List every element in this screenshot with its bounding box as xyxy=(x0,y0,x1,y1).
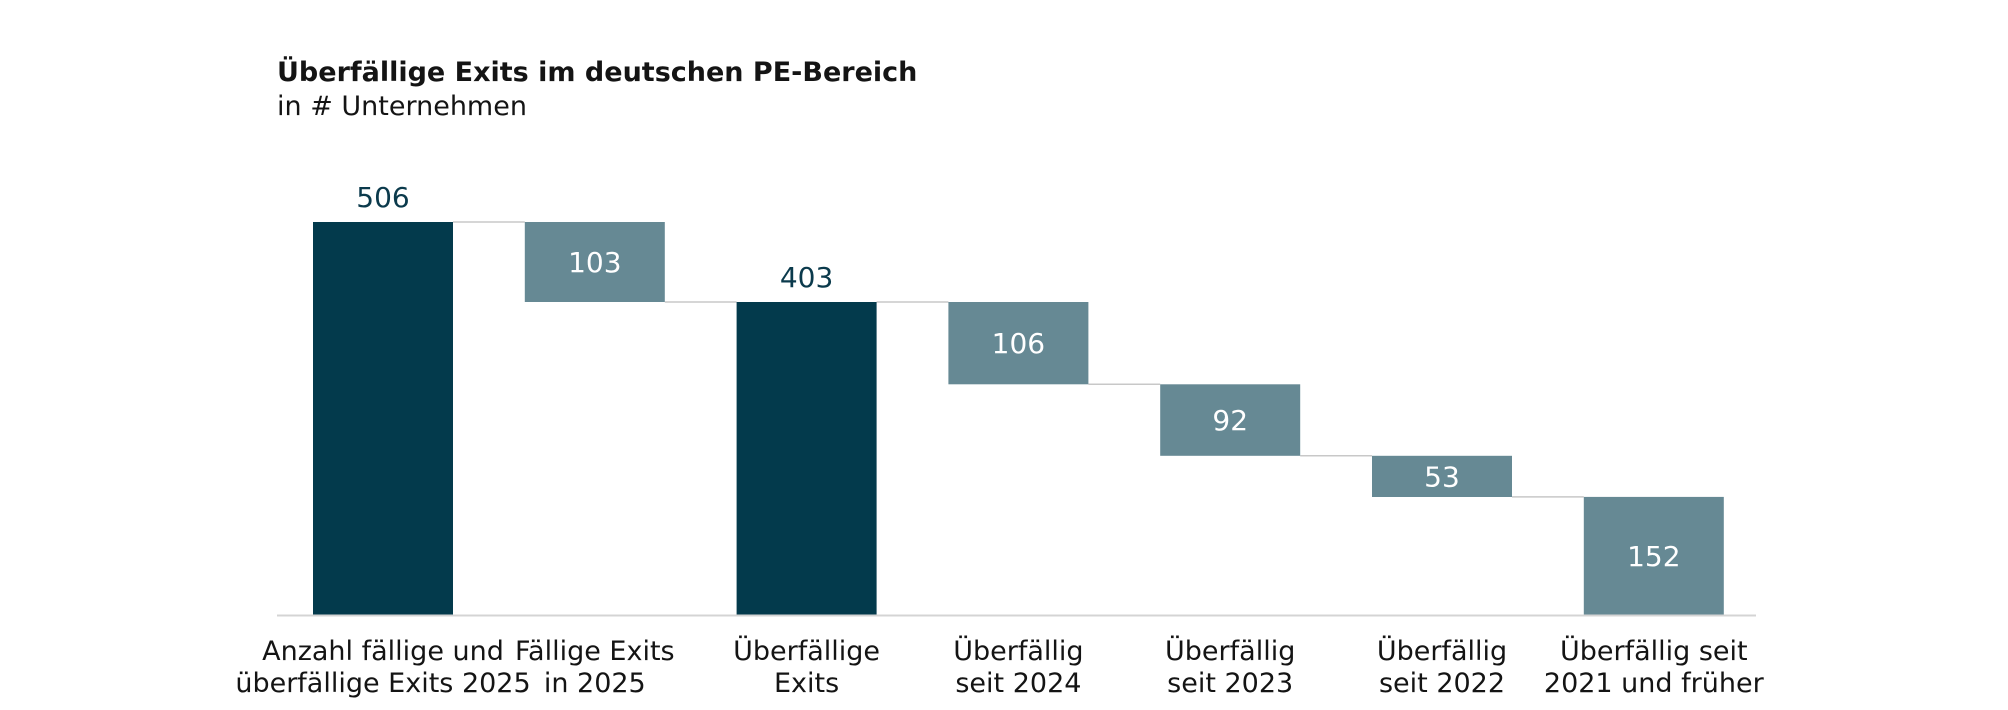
category-label-2-line-2: in 2025 xyxy=(544,668,646,699)
value-label-1: 506 xyxy=(356,181,409,214)
bar-4 xyxy=(948,302,1089,385)
bar-2 xyxy=(524,222,665,302)
connector-lines xyxy=(453,221,1584,498)
category-label-1-line-2: überfällige Exits 2025 xyxy=(235,668,530,699)
value-label-3: 403 xyxy=(780,261,833,294)
bar-1 xyxy=(313,222,453,615)
category-label-3-line-1: Überfällige xyxy=(733,635,880,667)
category-label-7-line-1: Überfällig seit xyxy=(1560,635,1748,667)
bar-3 xyxy=(736,302,877,615)
value-label-4: 106 xyxy=(992,327,1045,360)
value-label-5: 92 xyxy=(1212,404,1248,437)
category-label-5-line-1: Überfällig xyxy=(1165,635,1295,667)
category-label-6-line-2: seit 2022 xyxy=(1379,668,1505,699)
value-label-2: 103 xyxy=(568,246,621,279)
category-label-7-line-2: 2021 und früher xyxy=(1544,668,1765,699)
category-label-6-line-1: Überfällig xyxy=(1377,635,1507,667)
bar-6 xyxy=(1372,455,1512,497)
value-label-6: 53 xyxy=(1424,460,1460,493)
chart-title: Überfällige Exits im deutschen PE-Bereic… xyxy=(277,55,917,88)
bar-5 xyxy=(1160,384,1301,456)
category-label-4-line-1: Überfällig xyxy=(953,635,1083,667)
value-labels: 506 103 403 106 92 53 152 xyxy=(356,181,1680,573)
category-label-4-line-2: seit 2024 xyxy=(955,668,1081,699)
category-label-2-line-1: Fällige Exits xyxy=(515,636,675,667)
category-label-5-line-2: seit 2023 xyxy=(1167,668,1293,699)
category-label-3-line-2: Exits xyxy=(774,668,839,699)
category-label-1-line-1: Anzahl fällige und xyxy=(262,636,504,667)
value-label-7: 152 xyxy=(1627,540,1680,573)
bar-7 xyxy=(1583,496,1724,615)
bars xyxy=(313,222,1724,615)
chart-subtitle: in # Unternehmen xyxy=(277,91,527,122)
